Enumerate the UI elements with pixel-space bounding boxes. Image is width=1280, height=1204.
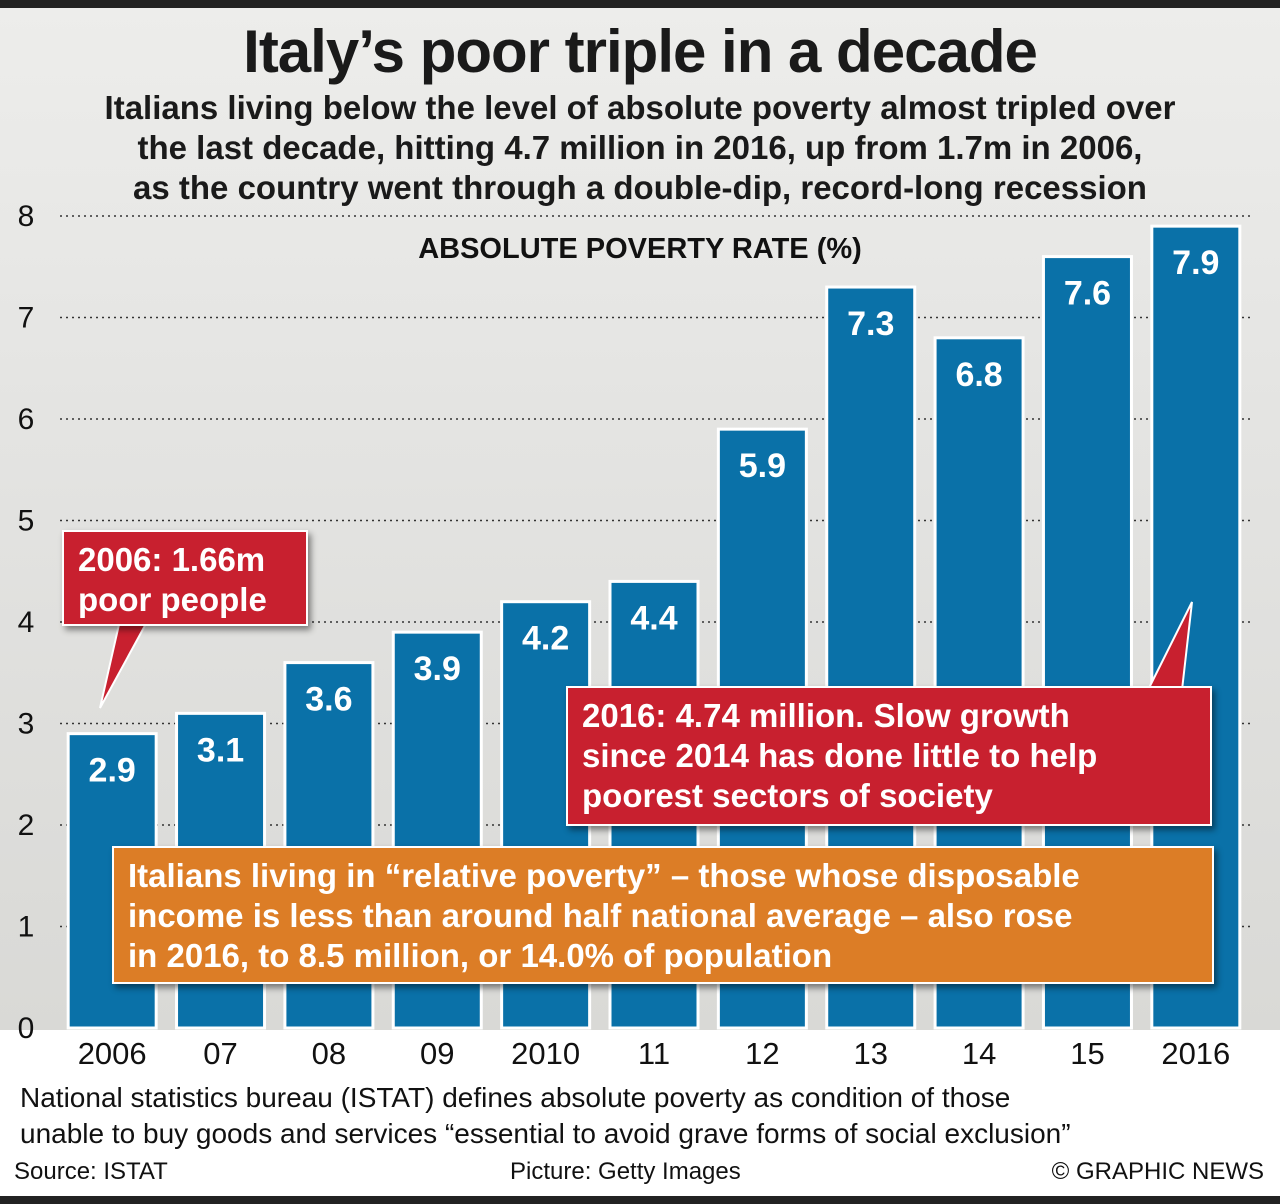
callout-2016-line: 2016: 4.74 million. Slow growth xyxy=(582,697,1070,734)
x-tick-label: 08 xyxy=(312,1036,346,1071)
x-tick-label: 12 xyxy=(745,1036,779,1071)
callout-relative-line: Italians living in “relative poverty” – … xyxy=(128,857,1080,894)
y-tick-label: 2 xyxy=(18,809,35,842)
y-tick-label: 1 xyxy=(18,911,35,944)
footnote: National statistics bureau (ISTAT) defin… xyxy=(20,1080,1270,1152)
x-tick-label: 15 xyxy=(1070,1036,1104,1071)
bar-value-label: 4.4 xyxy=(630,599,677,637)
callout-2016: 2016: 4.74 million. Slow growth since 20… xyxy=(566,686,1212,826)
x-tick-label: 09 xyxy=(420,1036,454,1071)
bar-value-label: 7.3 xyxy=(847,305,894,343)
x-tick-label: 11 xyxy=(638,1036,670,1071)
bottom-rule xyxy=(0,1196,1280,1204)
y-axis-ticks: 0 1 2 3 4 5 6 7 8 xyxy=(18,200,35,1045)
chart-title: ABSOLUTE POVERTY RATE (%) xyxy=(418,233,862,265)
footnote-line: unable to buy goods and services “essent… xyxy=(20,1118,1071,1149)
x-tick-label: 2016 xyxy=(1161,1036,1230,1071)
x-tick-label: 07 xyxy=(203,1036,237,1071)
picture-credit: Picture: Getty Images xyxy=(510,1158,741,1185)
callout-2016-line: since 2014 has done little to help xyxy=(582,737,1098,774)
subtitle-line: as the country went through a double-dip… xyxy=(133,169,1147,206)
callout-2006-line: poor people xyxy=(78,581,267,618)
subtitle-line: the last decade, hitting 4.7 million in … xyxy=(137,129,1143,166)
bar-value-label: 7.9 xyxy=(1172,244,1219,282)
callout-2006-line: 2006: 1.66m xyxy=(78,541,266,578)
footnote-line: National statistics bureau (ISTAT) defin… xyxy=(20,1082,1011,1113)
x-axis-ticks: 2006 07 08 09 2010 11 12 13 14 15 2016 xyxy=(78,1036,1231,1071)
bar-value-label: 7.6 xyxy=(1064,275,1111,313)
callout-2006: 2006: 1.66m poor people xyxy=(62,530,308,626)
y-tick-label: 0 xyxy=(18,1012,35,1045)
page-title: Italy’s poor triple in a decade xyxy=(243,18,1038,85)
copyright-credit: © GRAPHIC NEWS xyxy=(1051,1158,1264,1185)
y-tick-label: 4 xyxy=(18,606,35,639)
bar-value-label: 6.8 xyxy=(955,356,1002,394)
callout-relative-line: income is less than around half national… xyxy=(128,897,1073,934)
x-tick-label: 2006 xyxy=(78,1036,147,1071)
bar-value-label: 3.6 xyxy=(305,681,352,719)
bar-value-label: 3.9 xyxy=(414,650,461,688)
subtitle-line: Italians living below the level of absol… xyxy=(104,89,1176,126)
y-tick-label: 5 xyxy=(18,505,35,538)
callout-relative-line: in 2016, to 8.5 million, or 14.0% of pop… xyxy=(128,937,833,974)
y-tick-label: 7 xyxy=(18,302,35,335)
callout-relative-poverty: Italians living in “relative poverty” – … xyxy=(112,846,1214,984)
y-tick-label: 8 xyxy=(18,200,35,233)
callout-2006-pointer xyxy=(99,619,150,709)
x-tick-label: 13 xyxy=(853,1036,887,1071)
callout-2016-line: poorest sectors of society xyxy=(582,777,993,814)
y-tick-label: 3 xyxy=(18,708,35,741)
y-tick-label: 6 xyxy=(18,403,35,436)
bar-value-label: 5.9 xyxy=(739,447,786,485)
subtitle: Italians living below the level of absol… xyxy=(40,88,1240,208)
x-tick-label: 14 xyxy=(962,1036,996,1071)
source-credit: Source: ISTAT xyxy=(14,1158,168,1185)
bar-value-label: 4.2 xyxy=(522,620,569,658)
top-rule xyxy=(0,0,1280,8)
bar-value-label: 2.9 xyxy=(89,752,136,790)
x-tick-label: 2010 xyxy=(511,1036,580,1071)
bar-value-label: 3.1 xyxy=(197,731,244,769)
